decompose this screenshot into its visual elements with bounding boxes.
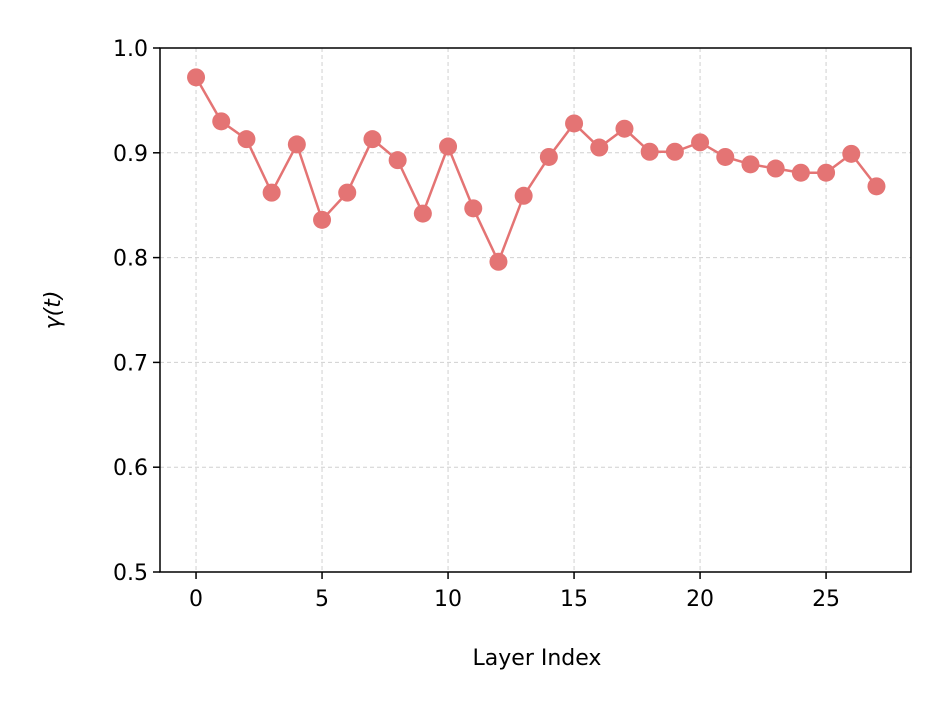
x-tick-label: 15	[560, 587, 588, 612]
data-point	[514, 186, 533, 205]
data-point	[539, 147, 558, 166]
data-point	[313, 210, 332, 229]
data-point	[867, 177, 886, 196]
plot-frame	[159, 47, 912, 573]
data-point	[691, 133, 710, 152]
x-axis-label: Layer Index	[473, 646, 602, 671]
y-tick-label: 0.7	[113, 351, 148, 376]
data-point	[766, 159, 785, 178]
data-point	[363, 130, 382, 149]
data-point	[439, 137, 458, 156]
data-point	[640, 142, 659, 161]
y-tick-label: 0.6	[113, 456, 148, 481]
y-tick-label: 1.0	[113, 37, 148, 62]
data-point	[665, 142, 684, 161]
data-point	[212, 112, 231, 131]
y-axis-label: γ(t)	[41, 291, 66, 330]
data-point	[187, 68, 206, 87]
x-tick-label: 25	[812, 587, 840, 612]
data-point	[287, 135, 306, 154]
data-point	[590, 138, 609, 157]
x-tick-label: 10	[434, 587, 462, 612]
y-tick-label: 0.5	[113, 561, 148, 586]
data-point	[237, 130, 256, 149]
data-point	[565, 114, 584, 133]
x-tick-label: 20	[686, 587, 714, 612]
data-point	[817, 163, 836, 182]
data-point	[489, 252, 508, 271]
y-tick-label: 0.9	[113, 142, 148, 167]
y-tick-label: 0.8	[113, 247, 148, 272]
data-point	[338, 183, 357, 202]
data-point	[791, 163, 810, 182]
data-point	[388, 151, 407, 170]
data-point	[741, 155, 760, 174]
data-point	[716, 147, 735, 166]
data-point	[842, 144, 861, 163]
data-point	[262, 183, 281, 202]
x-tick-label: 0	[189, 587, 203, 612]
data-point	[413, 204, 432, 223]
data-point	[615, 119, 634, 138]
data-line	[194, 76, 878, 265]
x-tick-label: 5	[315, 587, 329, 612]
data-point	[464, 199, 483, 218]
